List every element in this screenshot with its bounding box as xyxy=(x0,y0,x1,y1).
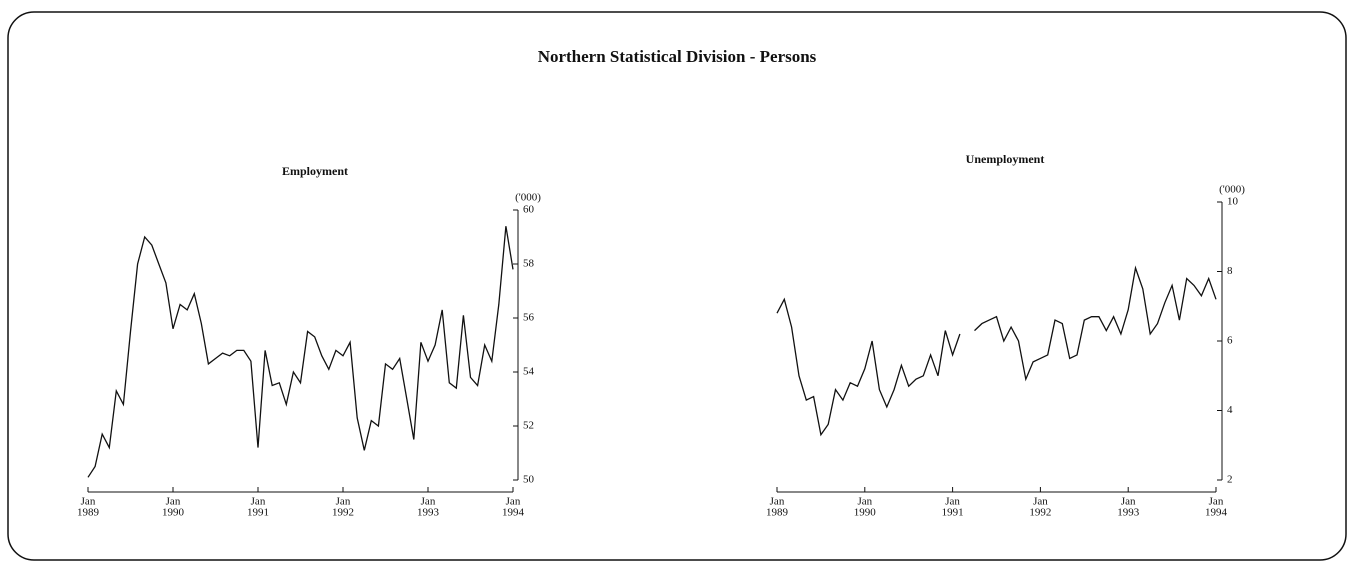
y-tick-label: 4 xyxy=(1227,404,1233,416)
x-tick-label: Jan xyxy=(1209,496,1224,508)
page-title: Northern Statistical Division - Persons xyxy=(538,47,817,66)
x-tick-label: Jan xyxy=(336,496,351,508)
x-tick-label: Jan xyxy=(1121,496,1136,508)
x-tick-label: Jan xyxy=(81,496,96,508)
x-tick-label: Jan xyxy=(166,496,181,508)
x-tick-label: 1993 xyxy=(417,507,440,519)
y-tick-label: 10 xyxy=(1227,196,1239,208)
x-tick-label: 1990 xyxy=(162,507,185,519)
y-tick-label: 2 xyxy=(1227,474,1233,486)
y-axis-label: ('000) xyxy=(1219,184,1245,196)
y-tick-label: 52 xyxy=(523,420,534,432)
y-tick-label: 8 xyxy=(1227,265,1233,277)
frame xyxy=(7,11,1347,561)
data-line xyxy=(87,226,514,478)
y-tick-label: 58 xyxy=(523,258,535,270)
x-tick-label: Jan xyxy=(1033,496,1048,508)
x-tick-label: Jan xyxy=(421,496,436,508)
x-tick-label: 1989 xyxy=(77,507,100,519)
x-tick-label: 1990 xyxy=(854,507,877,519)
x-tick-label: 1994 xyxy=(1205,507,1228,519)
data-line xyxy=(776,265,1217,437)
x-tick-label: Jan xyxy=(945,496,960,508)
x-tick-label: 1993 xyxy=(1117,507,1140,519)
x-tick-label: Jan xyxy=(251,496,266,508)
y-tick-label: 60 xyxy=(523,204,535,216)
y-tick-label: 54 xyxy=(523,366,535,378)
y-tick-label: 50 xyxy=(523,474,535,486)
x-tick-label: Jan xyxy=(506,496,521,508)
x-tick-label: 1989 xyxy=(766,507,789,519)
y-axis-label: ('000) xyxy=(515,192,541,204)
y-tick-label: 56 xyxy=(523,312,535,324)
x-tick-label: 1991 xyxy=(942,507,964,519)
chart-title: Unemployment xyxy=(966,152,1045,166)
x-tick-label: 1994 xyxy=(502,507,525,519)
x-tick-label: 1992 xyxy=(1029,507,1051,519)
x-tick-label: 1992 xyxy=(332,507,354,519)
x-tick-label: Jan xyxy=(770,496,785,508)
x-tick-label: 1991 xyxy=(247,507,269,519)
y-tick-label: 6 xyxy=(1227,335,1233,347)
chart-title: Employment xyxy=(282,164,348,178)
x-tick-label: Jan xyxy=(857,496,872,508)
